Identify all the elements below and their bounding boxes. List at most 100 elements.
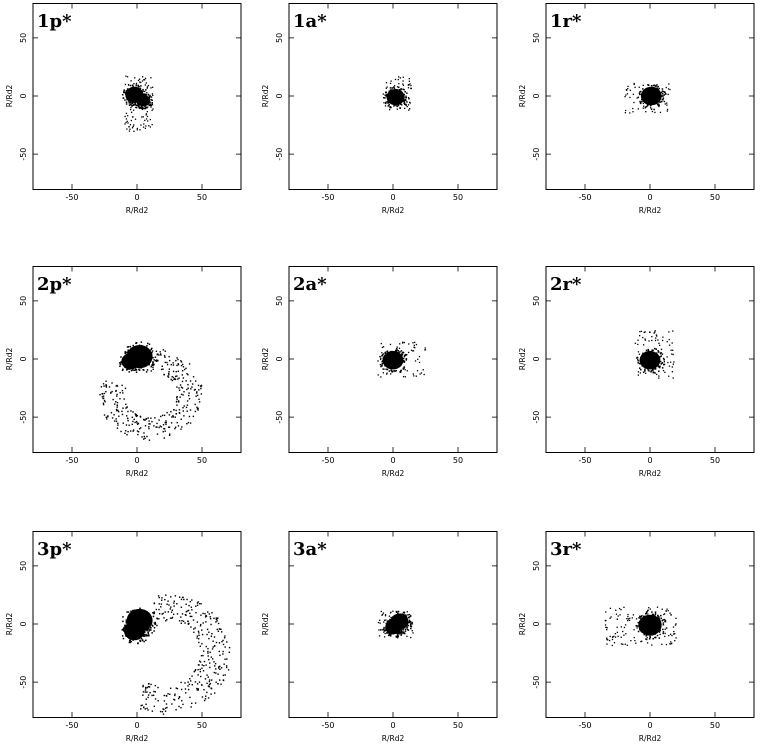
- y-tick-label: 50: [532, 296, 541, 306]
- scatter-point: [197, 674, 199, 676]
- scatter-point: [661, 100, 663, 103]
- x-tick-label: 0: [134, 193, 139, 202]
- scatter-point: [645, 619, 647, 621]
- scatter-point: [134, 352, 137, 354]
- scatter-point: [656, 84, 658, 86]
- scatter-point: [147, 632, 150, 635]
- scatter-point: [193, 631, 195, 634]
- scatter-point: [396, 625, 398, 628]
- y-tick-label: -50: [275, 411, 284, 424]
- scatter-point: [402, 375, 405, 378]
- scatter-point: [662, 369, 665, 372]
- scatter-point: [139, 81, 141, 83]
- scatter-point: [393, 617, 395, 620]
- scatter-point: [382, 93, 384, 95]
- scatter-point: [399, 371, 401, 373]
- scatter-point: [207, 611, 209, 613]
- scatter-point: [212, 646, 214, 648]
- scatter-point: [150, 365, 152, 368]
- scatter-point: [665, 627, 668, 629]
- scatter-point: [390, 616, 392, 619]
- scatter-point: [389, 92, 391, 94]
- scatter-point: [406, 628, 409, 631]
- scatter-point: [648, 370, 650, 372]
- scatter-point: [125, 103, 128, 105]
- scatter-point: [148, 95, 151, 98]
- scatter-point: [136, 127, 139, 130]
- scatter-point: [195, 605, 197, 607]
- scatter-point: [180, 364, 183, 367]
- scatter-point: [402, 368, 404, 370]
- scatter-point: [155, 360, 158, 362]
- scatter-point: [391, 618, 393, 620]
- scatter-point: [389, 87, 392, 89]
- scatter-point: [124, 432, 126, 435]
- scatter-point: [115, 408, 118, 411]
- scatter-point: [117, 424, 119, 426]
- scatter-point: [144, 107, 147, 110]
- scatter-point: [194, 681, 197, 683]
- scatter-point: [134, 118, 137, 120]
- scatter-point: [136, 107, 138, 109]
- scatter-points: [99, 341, 203, 441]
- x-axis-label: R/Rd2: [126, 469, 149, 478]
- scatter-point: [383, 102, 385, 104]
- scatter-point: [170, 410, 172, 413]
- x-tick-label: 0: [390, 193, 395, 202]
- scatter-point: [137, 104, 139, 107]
- scatter-point: [639, 334, 641, 337]
- scatter-point: [124, 99, 126, 101]
- scatter-point: [105, 385, 107, 387]
- scatter-point: [633, 629, 635, 631]
- scatter-point: [382, 97, 385, 99]
- scatter-point: [406, 626, 409, 628]
- scatter-point: [672, 626, 675, 628]
- panel-label: 3p*: [37, 539, 72, 560]
- scatter-point: [651, 644, 653, 646]
- scatter-point: [646, 638, 648, 641]
- scatter-point: [385, 357, 387, 359]
- scatter-point: [671, 366, 673, 368]
- scatter-point: [142, 116, 144, 118]
- scatter-point: [136, 422, 138, 424]
- scatter-point: [185, 692, 187, 694]
- scatter-point: [128, 104, 131, 106]
- scatter-point: [128, 371, 130, 373]
- scatter-point: [159, 351, 161, 353]
- scatter-point: [408, 620, 411, 622]
- scatter-point: [389, 634, 392, 636]
- scatter-point: [224, 646, 226, 648]
- scatter-point: [189, 678, 191, 680]
- scatter-point: [641, 615, 643, 617]
- scatter-point: [627, 613, 629, 616]
- scatter-point: [389, 351, 392, 354]
- scatter-point: [126, 90, 128, 93]
- scatter-point: [132, 125, 134, 128]
- scatter-point: [400, 631, 402, 634]
- scatter-point: [407, 104, 410, 106]
- scatter-point: [638, 86, 640, 88]
- scatter-point: [637, 339, 639, 341]
- scatter-point: [400, 364, 402, 366]
- scatter-point: [134, 86, 136, 89]
- scatter-point: [151, 102, 153, 104]
- scatter-point: [629, 96, 631, 99]
- scatter-point: [637, 362, 639, 364]
- scatter-point: [131, 127, 134, 129]
- scatter-point: [152, 615, 155, 618]
- scatter-point: [180, 393, 183, 396]
- scatter-point: [652, 629, 654, 632]
- scatter-point: [637, 343, 639, 346]
- scatter-point: [663, 94, 666, 96]
- scatter-point: [658, 377, 660, 379]
- scatter-point: [214, 662, 217, 665]
- scatter-point: [639, 617, 642, 619]
- scatter-point: [402, 357, 405, 360]
- scatter-point: [145, 82, 147, 84]
- scatter-point: [649, 608, 651, 610]
- scatter-point: [133, 418, 135, 421]
- scatter-point: [624, 624, 627, 626]
- scatter-point: [152, 612, 154, 614]
- scatter-point: [139, 427, 142, 429]
